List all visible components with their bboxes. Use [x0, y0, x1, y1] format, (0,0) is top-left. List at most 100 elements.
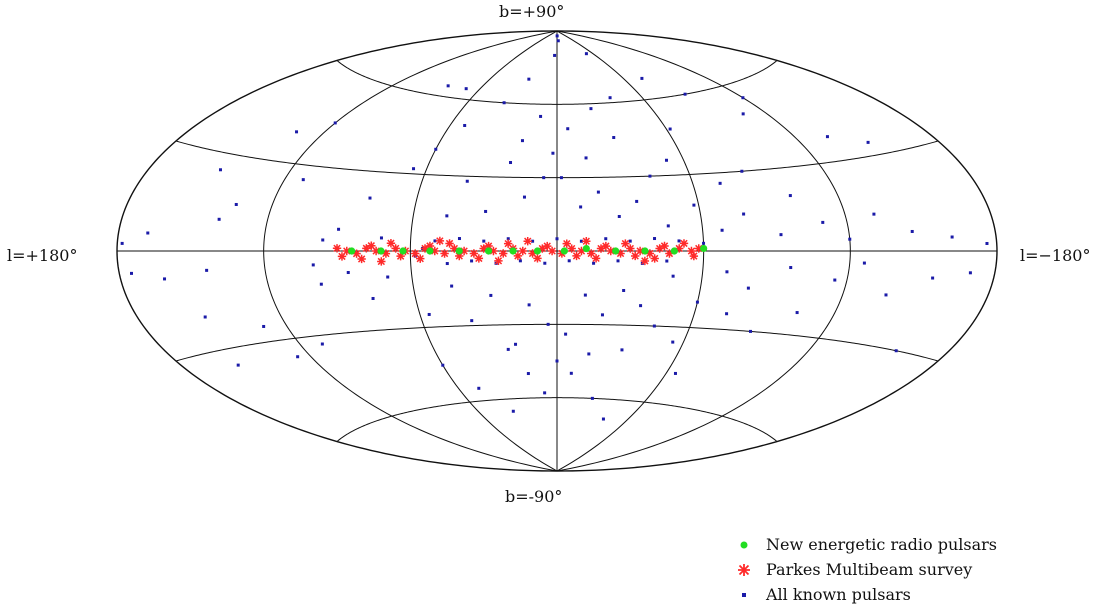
all-known-pulsars-point-92 [673, 371, 677, 375]
all-known-pulsars-point-115 [985, 241, 989, 245]
all-known-pulsars-point-70 [587, 352, 591, 356]
all-known-pulsars-point-71 [596, 190, 600, 194]
legend-label-all-known: All known pulsars [766, 585, 911, 604]
parkes-multibeam-survey-point-46 [425, 241, 435, 251]
all-known-pulsars-point-82 [601, 417, 605, 421]
parkes-multibeam-survey-point-59 [416, 254, 425, 263]
parkes-multibeam-survey-point-20 [489, 246, 498, 256]
all-known-pulsars-point-108 [862, 261, 866, 265]
all-known-pulsars-point-137 [567, 259, 571, 263]
parkes-multibeam-survey-point-50 [679, 239, 689, 248]
all-known-pulsars-point-94 [725, 270, 729, 274]
all-known-pulsars-point-112 [931, 276, 935, 280]
parkes-multibeam-survey-point-37 [689, 251, 699, 261]
parkes-multibeam-survey-point-39 [630, 251, 640, 261]
all-known-pulsars-point-23 [296, 355, 300, 359]
all-known-pulsars-point-75 [617, 214, 621, 218]
all-known-pulsars-point-68 [583, 293, 587, 297]
all-known-pulsars-point-85 [666, 224, 670, 228]
all-known-pulsars-point-21 [234, 202, 238, 206]
new-energetic-radio-pulsars-point-0 [700, 244, 708, 253]
all-known-pulsars-point-136 [592, 261, 596, 265]
parkes-multibeam-survey-point-27 [420, 244, 430, 253]
all-known-pulsars-point-50 [506, 347, 510, 351]
parkes-multibeam-survey-point-36 [332, 244, 342, 253]
coordinate-grid [116, 30, 998, 472]
all-known-pulsars-point-104 [795, 311, 799, 315]
all-known-pulsars-point-80 [639, 304, 643, 308]
all-known-pulsars-point-6 [640, 76, 644, 80]
latitude-bottom-label: b=-90° [505, 487, 563, 506]
all-known-pulsars-point-118 [894, 349, 898, 353]
all-known-pulsars-point-107 [848, 237, 852, 241]
all-known-pulsars-point-114 [968, 271, 972, 275]
all-known-pulsars-point-48 [489, 293, 493, 297]
all-known-pulsars-point-120 [677, 239, 681, 243]
all-known-pulsars-point-66 [569, 371, 573, 375]
parallel-line [336, 60, 778, 105]
parkes-multibeam-survey-point-49 [337, 252, 347, 261]
all-known-pulsars-point-8 [741, 112, 745, 116]
new-energetic-radio-pulsars-point-13 [348, 247, 356, 255]
parkes-multibeam-survey-point-66 [377, 257, 386, 266]
all-known-pulsars-point-76 [622, 288, 626, 292]
all-known-pulsars-point-61 [551, 151, 555, 155]
parkes-multibeam-survey-point-2 [665, 249, 674, 258]
all-known-pulsars-point-74 [590, 396, 594, 400]
parkes-multibeam-survey-point-0 [687, 246, 696, 256]
all-known-pulsars-point-58 [543, 391, 547, 395]
new-energetic-radio-pulsars-point-1 [670, 247, 678, 255]
all-known-pulsars-point-84 [652, 324, 656, 328]
parkes-multibeam-survey-point-52 [621, 239, 630, 248]
all-known-pulsars-point-103 [788, 194, 792, 198]
parkes-multibeam-survey-point-41 [572, 251, 581, 261]
parkes-multibeam-survey-point-3 [655, 244, 664, 253]
parkes-multibeam-survey-point-19 [499, 249, 508, 258]
all-known-pulsars-point-101 [779, 233, 783, 237]
all-known-pulsars-point-89 [692, 203, 696, 207]
parkes-multibeam-survey-point-64 [494, 256, 503, 266]
parkes-multibeam-survey-point-63 [582, 237, 591, 246]
all-known-pulsars-point-60 [546, 322, 550, 326]
all-known-pulsars-point-33 [379, 236, 383, 240]
all-known-pulsars-point-64 [564, 332, 568, 336]
all-known-pulsars-point-105 [821, 220, 825, 224]
parkes-multibeam-survey-point-42 [543, 241, 552, 251]
all-known-pulsars-point-49 [527, 77, 531, 81]
all-known-pulsars-point-28 [321, 238, 325, 242]
all-known-pulsars-point-27 [319, 282, 323, 286]
all-known-pulsars-point-126 [531, 239, 535, 243]
parkes-multibeam-survey-point-23 [459, 246, 469, 256]
all-known-pulsars-point-116 [120, 241, 124, 245]
all-known-pulsars-point-90 [695, 300, 699, 304]
latitude-top-label: b=+90° [499, 2, 565, 21]
all-known-pulsars-point-130 [433, 239, 437, 243]
new-energetic-radio-pulsars-point-4 [582, 244, 590, 253]
parkes-multibeam-survey-point-17 [518, 246, 527, 256]
all-known-pulsars-point-52 [514, 342, 518, 346]
all-known-pulsars-point-106 [833, 278, 837, 282]
all-known-pulsars-point-138 [543, 261, 547, 265]
all-known-pulsars-point-122 [628, 239, 632, 243]
all-known-pulsars-point-98 [746, 286, 750, 290]
all-known-pulsars-point-123 [604, 237, 608, 241]
all-known-pulsars-point-62 [555, 359, 559, 363]
all-known-pulsars-point-1 [556, 39, 560, 43]
parkes-multibeam-survey-point-4 [645, 249, 655, 258]
all-known-pulsars-point-24 [320, 342, 324, 346]
parkes-multibeam-survey-point-1 [675, 244, 684, 253]
all-known-pulsars-point-31 [368, 196, 372, 200]
parkes-multibeam-survey-point-16 [528, 249, 537, 258]
parkes-multibeam-survey-point-68 [523, 237, 532, 246]
parkes-multibeam-survey-point-56 [503, 239, 513, 248]
all-known-pulsars-point-95 [718, 181, 722, 185]
parallel-line [175, 140, 939, 179]
all-known-pulsars-point-20 [205, 268, 209, 272]
parkes-multibeam-survey-point-43 [513, 251, 523, 261]
parkes-multibeam-survey-point-45 [455, 251, 464, 261]
parkes-multibeam-survey-point-31 [381, 249, 391, 258]
parkes-multibeam-survey-point-14 [547, 246, 557, 256]
new-energetic-radio-pulsars-point-10 [426, 247, 434, 255]
